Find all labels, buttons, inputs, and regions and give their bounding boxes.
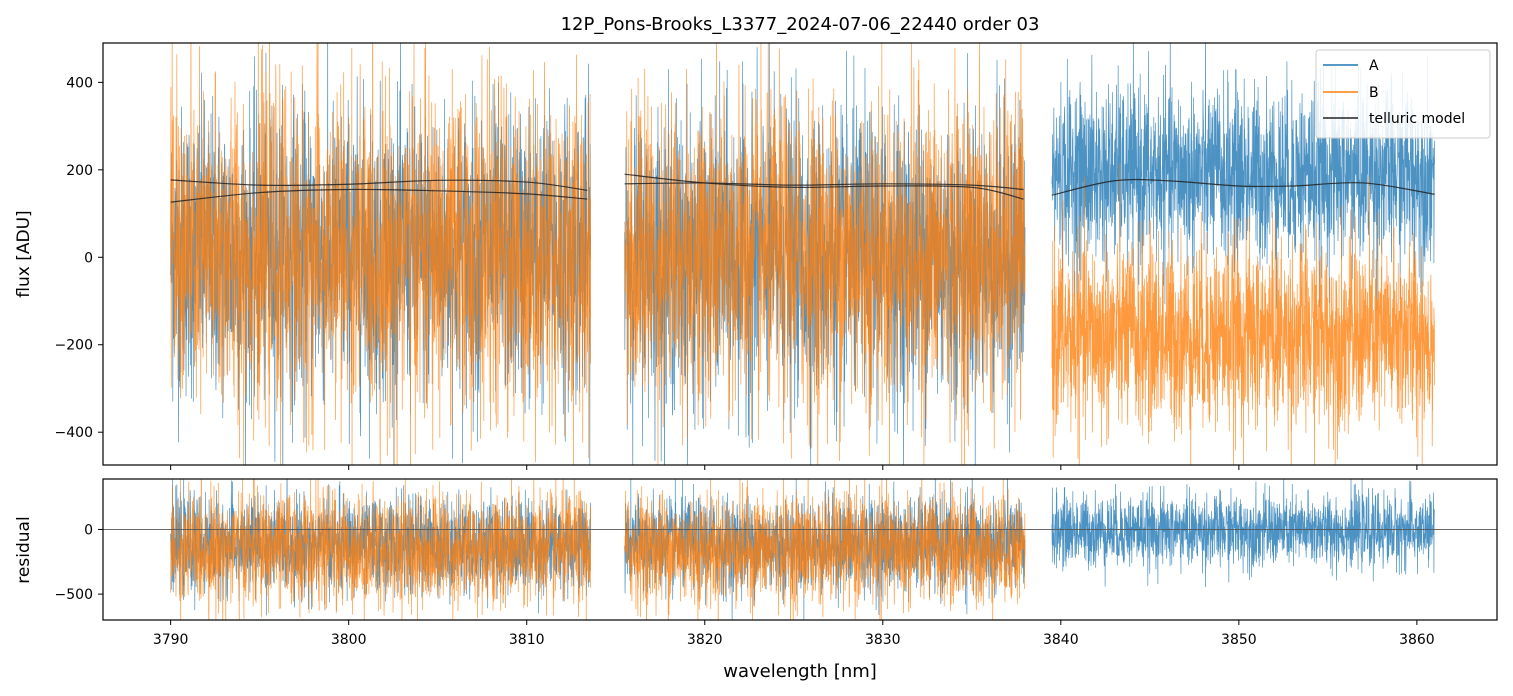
flux-ytick-label: −200 (55, 338, 93, 354)
flux-y-axis-label: flux [ADU] (14, 210, 34, 297)
legend: A B telluric model (1315, 49, 1491, 139)
residual-xtick-label: 3820 (687, 632, 723, 648)
residual-y-axis-label: residual (14, 516, 34, 583)
series-b-residual-segment-2 (624, 479, 1026, 620)
residual-xtick-label: 3830 (865, 632, 901, 648)
chart-title: 12P_Pons-Brooks_L3377_2024-07-06_22440 o… (561, 14, 1040, 35)
legend-label-a: A (1369, 58, 1379, 74)
residual-xtick-label: 3800 (331, 632, 367, 648)
series-a-residual-segment-3 (1051, 479, 1435, 588)
residual-xtick-label: 3860 (1399, 632, 1435, 648)
flux-plot-area: −400 −200 0 200 400 flux [ADU] A B telluric … (14, 42, 1498, 470)
series-a-flux-segment-3 (1051, 43, 1435, 311)
residual-ytick-label: −500 (55, 587, 93, 603)
residual-ytick-label: 0 (84, 522, 93, 538)
legend-label-b: B (1369, 85, 1379, 101)
legend-label-model: telluric model (1369, 111, 1465, 127)
series-b-flux-segment-3 (1051, 163, 1435, 465)
telluric-model-b-segment-2 (624, 182, 1024, 191)
telluric-model-a-segment-3 (1051, 178, 1435, 196)
flux-ytick-label: 400 (66, 75, 93, 91)
x-axis-label: wavelength [nm] (723, 661, 877, 682)
residual-xtick-label: 3850 (1221, 632, 1257, 648)
flux-ytick-label: 200 (66, 163, 93, 179)
residual-xtick-label: 3840 (1043, 632, 1079, 648)
residual-xtick-label: 3790 (153, 632, 189, 648)
flux-ytick-label: −400 (55, 425, 93, 441)
series-b-flux-segment-2 (624, 43, 1026, 465)
residual-axes-frame (102, 478, 1498, 621)
flux-axes-frame (102, 42, 1498, 466)
flux-ytick-label: 0 (84, 250, 93, 266)
series-b-residual-segment-1 (170, 479, 592, 620)
telluric-model-b-segment-1 (170, 179, 588, 191)
residual-xtick-label: 3810 (509, 632, 545, 648)
telluric-model-a-segment-1 (170, 188, 588, 203)
residual-plot-area: −500 0 3790 3800 3810 3820 3830 3840 3850 3860 r… (14, 478, 1498, 682)
legend-box (1315, 49, 1491, 139)
series-b-flux-segment-1 (170, 43, 592, 465)
